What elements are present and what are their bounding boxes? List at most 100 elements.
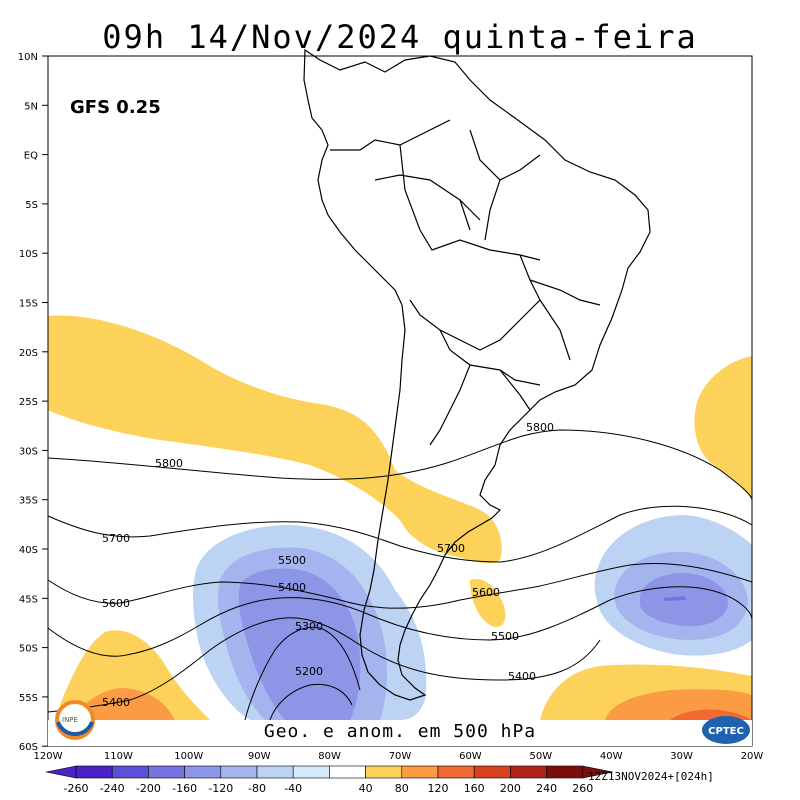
colorbar-label: -120 xyxy=(208,782,233,795)
contour-label-layer: 5800 5800 5700 5700 5600 5600 5500 5500 … xyxy=(102,421,554,709)
colorbar-label: 260 xyxy=(572,782,593,795)
contour-5800 xyxy=(47,429,753,501)
run-label: 12Z13NOV2024+[024h] xyxy=(588,770,714,783)
anomaly-orange-southwest xyxy=(72,688,175,720)
anomaly-midblue-south-pacific xyxy=(238,568,361,720)
contour-label: 5500 xyxy=(491,630,519,643)
contour-label: 5400 xyxy=(102,696,130,709)
lat-label: EQ xyxy=(24,151,38,162)
colorbar-swatch xyxy=(329,765,366,779)
longitude-axis: 120W 110W 100W 90W 80W 70W 60W 50W 40W 30W 20W xyxy=(34,751,764,762)
model-label: GFS 0.25 xyxy=(70,97,161,118)
colorbar-swatch xyxy=(148,765,185,779)
contour-label: 5600 xyxy=(102,597,130,610)
south-america-coastline xyxy=(303,48,651,701)
latitude-axis: 10N 5N EQ 5S 10S 15S 20S 25S 30S 35S 40S 45S 50S 55S 6… xyxy=(18,52,48,753)
contour-label: 5400 xyxy=(508,670,536,683)
lon-label: 120W xyxy=(34,751,63,762)
cptec-logo: CPTEC xyxy=(702,716,750,744)
lon-label: 60W xyxy=(459,751,482,762)
colorbar-swatch xyxy=(401,765,439,779)
colorbar: -260 -240 -200 -160 -120 -80 -40 40 80 120 160 200 2… xyxy=(45,765,613,795)
colorbar-swatch xyxy=(292,765,330,779)
colorbar-label: 120 xyxy=(428,782,449,795)
colorbar-swatch xyxy=(365,765,403,779)
lat-label: 5S xyxy=(25,200,38,211)
contour-label: 5700 xyxy=(437,542,465,555)
contour-5700 xyxy=(47,505,753,563)
contour-label: 5700 xyxy=(102,532,130,545)
lon-label: 70W xyxy=(389,751,412,762)
svg-text:CPTEC: CPTEC xyxy=(708,726,744,737)
contour-5200 xyxy=(269,683,353,721)
lon-label: 20W xyxy=(741,751,764,762)
anomaly-yellow-south-atlantic-patch xyxy=(470,579,506,627)
lat-label: 30S xyxy=(19,446,38,457)
colorbar-swatch xyxy=(510,765,547,779)
colorbar-swatch xyxy=(111,765,149,779)
contour-label: 5600 xyxy=(472,586,500,599)
colorbar-swatch xyxy=(546,765,584,779)
footer-band xyxy=(48,720,752,746)
colorbar-label: -40 xyxy=(284,782,302,795)
colorbar-swatch xyxy=(184,765,222,779)
lon-label: 80W xyxy=(318,751,341,762)
colorbar-swatch xyxy=(473,765,511,779)
contour-label: 5800 xyxy=(526,421,554,434)
colorbar-label: -80 xyxy=(248,782,266,795)
colorbar-label: 160 xyxy=(464,782,485,795)
lon-label: 90W xyxy=(248,751,271,762)
lat-label: 10N xyxy=(18,52,38,63)
colorbar-swatch xyxy=(75,765,113,779)
contour-5600 xyxy=(47,563,753,609)
colorbar-label: 200 xyxy=(500,782,521,795)
anomaly-core-south-atlantic xyxy=(664,596,686,601)
svg-text:INPE: INPE xyxy=(62,716,78,724)
contour-5500 xyxy=(47,586,753,657)
lat-label: 55S xyxy=(19,693,38,704)
contour-label: 5800 xyxy=(155,457,183,470)
colorbar-label: 80 xyxy=(395,782,409,795)
country-borders xyxy=(330,119,601,446)
anomaly-yellow-east-edge xyxy=(694,356,752,500)
lat-label: 20S xyxy=(19,348,38,359)
lat-label: 40S xyxy=(19,545,38,556)
lat-label: 45S xyxy=(19,594,38,605)
contour-5300 xyxy=(244,626,361,721)
map-title: 09h 14/Nov/2024 quinta-feira xyxy=(102,18,698,56)
colorbar-swatch xyxy=(437,765,475,779)
colorbar-label: -240 xyxy=(100,782,125,795)
contour-label: 5200 xyxy=(295,665,323,678)
colorbar-label: -260 xyxy=(64,782,89,795)
negative-anomaly-layer xyxy=(193,515,752,720)
anomaly-yellow-pacific-band xyxy=(48,315,502,564)
geopotential-contours xyxy=(47,429,753,721)
contour-label: 5300 xyxy=(295,620,323,633)
lat-label: 5N xyxy=(24,101,38,112)
lat-label: 60S xyxy=(19,742,38,753)
positive-anomaly-layer xyxy=(48,315,752,720)
inpe-logo: INPE xyxy=(55,700,95,740)
colorbar-label: -200 xyxy=(136,782,161,795)
lon-label: 100W xyxy=(174,751,203,762)
lat-label: 10S xyxy=(19,249,38,260)
footer-label: Geo. e anom. em 500 hPa xyxy=(264,721,536,742)
lat-label: 25S xyxy=(19,397,38,408)
lat-label: 35S xyxy=(19,496,38,507)
lon-label: 40W xyxy=(600,751,623,762)
contour-5400 xyxy=(47,617,601,713)
contour-label: 5400 xyxy=(278,581,306,594)
continent-outline xyxy=(303,48,651,701)
colorbar-swatch xyxy=(220,765,258,779)
colorbar-label: 240 xyxy=(536,782,557,795)
lon-label: 30W xyxy=(670,751,693,762)
contour-label: 5500 xyxy=(278,554,306,567)
lat-label: 15S xyxy=(19,299,38,310)
lat-label: 50S xyxy=(19,644,38,655)
colorbar-right-arrow xyxy=(582,765,613,779)
colorbar-left-arrow xyxy=(45,765,77,779)
colorbar-swatch xyxy=(256,765,294,779)
colorbar-label: 40 xyxy=(359,782,373,795)
lon-label: 50W xyxy=(529,751,552,762)
